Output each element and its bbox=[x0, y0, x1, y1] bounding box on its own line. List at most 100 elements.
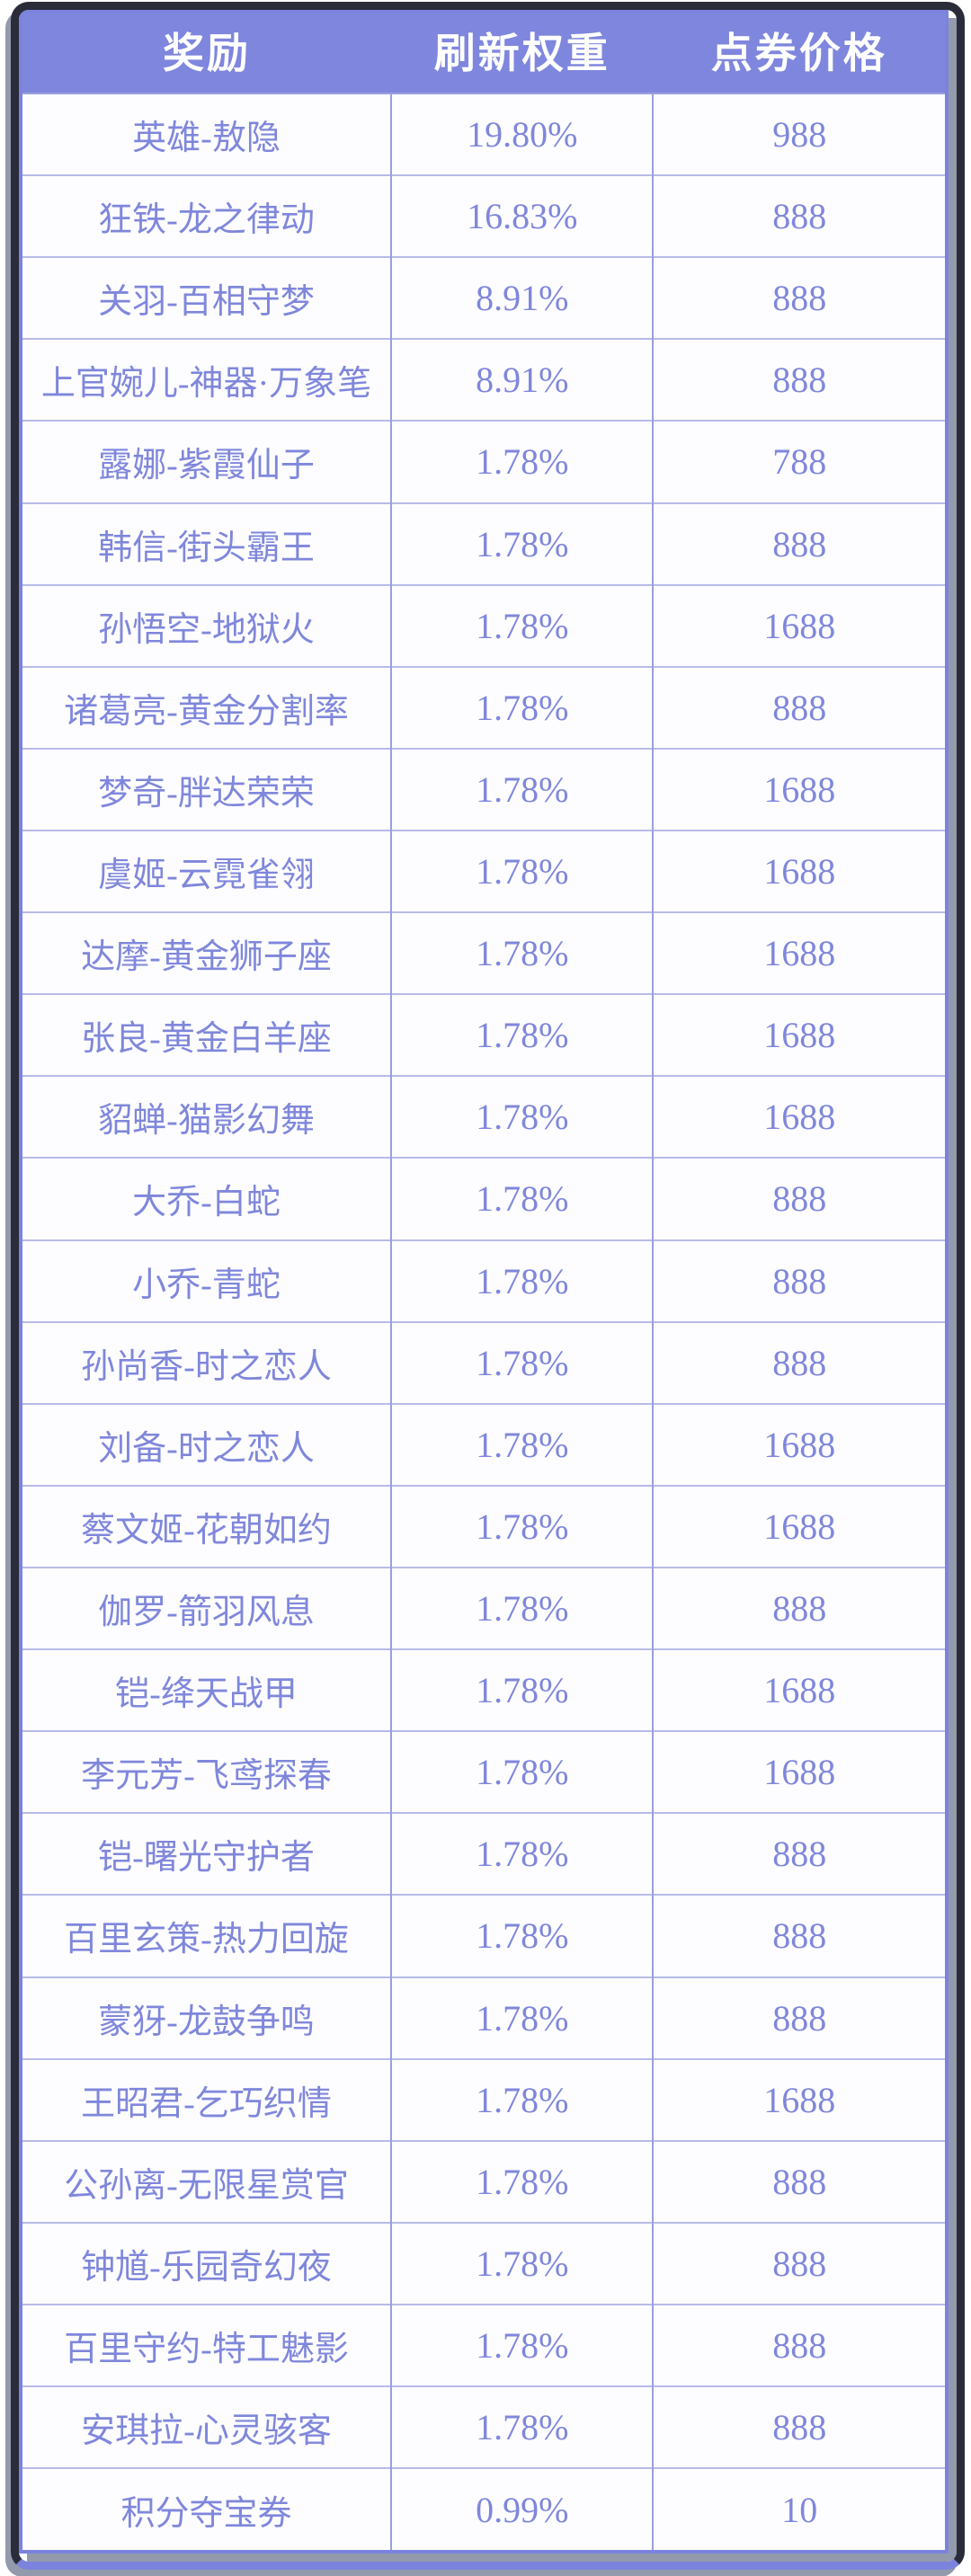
table-row: 刘备-时之恋人 1.78% 1688 bbox=[21, 1402, 947, 1486]
reward-cell: 蔡文姬-花朝如约 bbox=[21, 1484, 392, 1568]
weight-cell: 0.99% bbox=[391, 2467, 655, 2552]
reward-cell: 铠-绛天战甲 bbox=[21, 1648, 392, 1732]
weight-cell: 8.91% bbox=[391, 256, 655, 340]
price-cell: 788 bbox=[653, 420, 947, 503]
weight-cell: 19.80% bbox=[391, 93, 655, 176]
reward-cell: 达摩-黄金狮子座 bbox=[21, 911, 392, 995]
weight-cell: 1.78% bbox=[391, 1648, 655, 1732]
reward-cell: 钟馗-乐园奇幻夜 bbox=[21, 2221, 392, 2305]
header-reward: 奖励 bbox=[21, 12, 391, 94]
weight-cell: 1.78% bbox=[391, 1484, 655, 1568]
price-cell: 888 bbox=[653, 256, 947, 340]
weight-cell: 1.78% bbox=[391, 1812, 655, 1896]
table-row: 孙悟空-地狱火 1.78% 1688 bbox=[21, 583, 947, 667]
weight-cell: 1.78% bbox=[391, 1075, 655, 1159]
header-row: 奖励 刷新权重 点券价格 bbox=[21, 12, 947, 94]
reward-cell: 关羽-百相守梦 bbox=[21, 256, 392, 340]
reward-cell: 梦奇-胖达荣荣 bbox=[21, 747, 392, 831]
price-cell: 1688 bbox=[653, 747, 947, 831]
table-row: 诸葛亮-黄金分割率 1.78% 888 bbox=[21, 665, 947, 749]
price-cell: 888 bbox=[653, 1566, 947, 1650]
reward-cell: 王昭君-乞巧织情 bbox=[21, 2057, 392, 2141]
weight-cell: 1.78% bbox=[391, 420, 655, 503]
weight-cell: 1.78% bbox=[391, 1320, 655, 1404]
price-cell: 888 bbox=[653, 2385, 947, 2469]
reward-cell: 安琪拉-心灵骇客 bbox=[21, 2385, 392, 2469]
table-row: 虞姬-云霓雀翎 1.78% 1688 bbox=[21, 829, 947, 913]
table-body: 英雄-敖隐 19.80% 988 狂铁-龙之律动 16.83% 888 关羽-百相守梦 8.9… bbox=[21, 93, 947, 2552]
price-cell: 888 bbox=[653, 2221, 947, 2305]
reward-cell: 诸葛亮-黄金分割率 bbox=[21, 665, 392, 749]
weight-cell: 1.78% bbox=[391, 993, 655, 1077]
price-cell: 888 bbox=[653, 338, 947, 422]
reward-cell: 韩信-街头霸王 bbox=[21, 502, 392, 585]
price-cell: 888 bbox=[653, 1812, 947, 1896]
reward-cell: 积分夺宝券 bbox=[21, 2467, 392, 2552]
reward-cell: 孙尚香-时之恋人 bbox=[21, 1320, 392, 1404]
price-cell: 1688 bbox=[653, 1402, 947, 1486]
table-row: 露娜-紫霞仙子 1.78% 788 bbox=[21, 420, 947, 503]
prize-table: 奖励 刷新权重 点券价格 英雄-敖隐 19.80% 988 狂铁-龙之律动 16.83%… bbox=[19, 10, 949, 2554]
table-row: 安琪拉-心灵骇客 1.78% 888 bbox=[21, 2385, 947, 2469]
table-row: 貂蝉-猫影幻舞 1.78% 1688 bbox=[21, 1075, 947, 1159]
price-cell: 888 bbox=[653, 665, 947, 749]
weight-cell: 1.78% bbox=[391, 2385, 655, 2469]
weight-cell: 1.78% bbox=[391, 665, 655, 749]
reward-cell: 狂铁-龙之律动 bbox=[21, 174, 392, 258]
table-row: 关羽-百相守梦 8.91% 888 bbox=[21, 256, 947, 340]
weight-cell: 8.91% bbox=[391, 338, 655, 422]
table-row: 百里玄策-热力回旋 1.78% 888 bbox=[21, 1894, 947, 1977]
price-cell: 888 bbox=[653, 502, 947, 585]
reward-cell: 大乔-白蛇 bbox=[21, 1157, 392, 1240]
weight-cell: 1.78% bbox=[391, 502, 655, 585]
weight-cell: 1.78% bbox=[391, 1894, 655, 1977]
weight-cell: 1.78% bbox=[391, 1402, 655, 1486]
weight-cell: 1.78% bbox=[391, 1239, 655, 1322]
table-frame: 奖励 刷新权重 点券价格 英雄-敖隐 19.80% 988 狂铁-龙之律动 16.83%… bbox=[11, 2, 965, 2570]
table-row: 上官婉儿-神器·万象笔 8.91% 888 bbox=[21, 338, 947, 422]
reward-cell: 露娜-紫霞仙子 bbox=[21, 420, 392, 503]
price-cell: 888 bbox=[653, 1976, 947, 2059]
weight-cell: 1.78% bbox=[391, 2139, 655, 2223]
table-row: 钟馗-乐园奇幻夜 1.78% 888 bbox=[21, 2221, 947, 2305]
price-cell: 10 bbox=[653, 2467, 947, 2552]
table-row: 蒙犽-龙鼓争鸣 1.78% 888 bbox=[21, 1976, 947, 2059]
weight-cell: 16.83% bbox=[391, 174, 655, 258]
price-cell: 1688 bbox=[653, 1075, 947, 1159]
table-row: 梦奇-胖达荣荣 1.78% 1688 bbox=[21, 747, 947, 831]
table-row: 王昭君-乞巧织情 1.78% 1688 bbox=[21, 2057, 947, 2141]
reward-cell: 伽罗-箭羽风息 bbox=[21, 1566, 392, 1650]
price-cell: 1688 bbox=[653, 1484, 947, 1568]
table-row: 公孙离-无限星赏官 1.78% 888 bbox=[21, 2139, 947, 2223]
table-row: 铠-曙光守护者 1.78% 888 bbox=[21, 1812, 947, 1896]
price-cell: 988 bbox=[653, 93, 947, 176]
reward-cell: 貂蝉-猫影幻舞 bbox=[21, 1075, 392, 1159]
reward-cell: 上官婉儿-神器·万象笔 bbox=[21, 338, 392, 422]
price-cell: 1688 bbox=[653, 1648, 947, 1732]
reward-cell: 李元芳-飞鸢探春 bbox=[21, 1730, 392, 1814]
weight-cell: 1.78% bbox=[391, 829, 655, 913]
weight-cell: 1.78% bbox=[391, 583, 655, 667]
reward-cell: 小乔-青蛇 bbox=[21, 1239, 392, 1322]
table-row: 达摩-黄金狮子座 1.78% 1688 bbox=[21, 911, 947, 995]
price-cell: 888 bbox=[653, 1239, 947, 1322]
reward-cell: 虞姬-云霓雀翎 bbox=[21, 829, 392, 913]
weight-cell: 1.78% bbox=[391, 747, 655, 831]
table-row: 孙尚香-时之恋人 1.78% 888 bbox=[21, 1320, 947, 1404]
price-cell: 888 bbox=[653, 1320, 947, 1404]
reward-cell: 公孙离-无限星赏官 bbox=[21, 2139, 392, 2223]
table-row: 韩信-街头霸王 1.78% 888 bbox=[21, 502, 947, 585]
reward-cell: 百里守约-特工魅影 bbox=[21, 2303, 392, 2387]
weight-cell: 1.78% bbox=[391, 1730, 655, 1814]
price-cell: 1688 bbox=[653, 1730, 947, 1814]
price-cell: 888 bbox=[653, 2303, 947, 2387]
weight-cell: 1.78% bbox=[391, 1157, 655, 1240]
price-cell: 1688 bbox=[653, 993, 947, 1077]
weight-cell: 1.78% bbox=[391, 911, 655, 995]
table-row: 大乔-白蛇 1.78% 888 bbox=[21, 1157, 947, 1240]
table-row: 张良-黄金白羊座 1.78% 1688 bbox=[21, 993, 947, 1077]
price-cell: 1688 bbox=[653, 829, 947, 913]
weight-cell: 1.78% bbox=[391, 1976, 655, 2059]
table-row: 铠-绛天战甲 1.78% 1688 bbox=[21, 1648, 947, 1732]
